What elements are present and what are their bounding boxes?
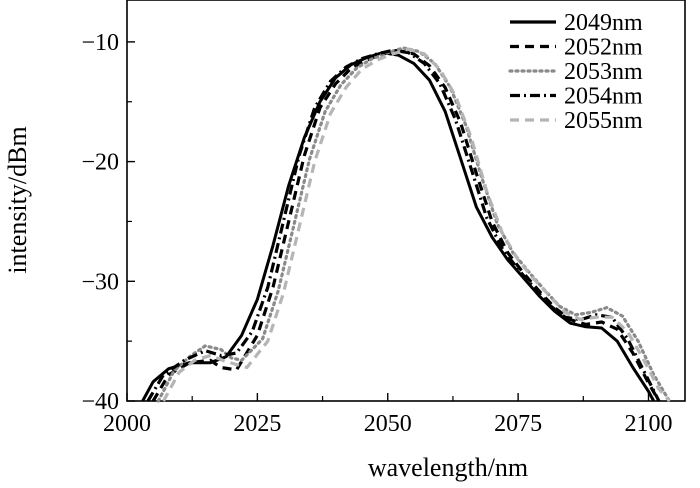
- legend-label-2054nm: 2054nm: [564, 84, 643, 110]
- y-tick-label: −40: [81, 389, 119, 415]
- legend-label-2055nm: 2055nm: [564, 108, 643, 134]
- plot-frame: [126, 0, 686, 402]
- legend-label-2053nm: 2053nm: [564, 59, 643, 85]
- x-tick-label: 2075: [494, 411, 542, 437]
- x-tick-label: 2000: [103, 411, 151, 437]
- legend-label-2049nm: 2049nm: [564, 10, 643, 36]
- x-tick-label: 2025: [233, 411, 281, 437]
- y-axis-label: intensity/dBm: [3, 126, 32, 273]
- x-tick-label: 2100: [624, 411, 672, 437]
- series-line-2052nm: [151, 48, 661, 402]
- y-tick-label: −20: [81, 150, 119, 176]
- legend-label-2052nm: 2052nm: [564, 35, 643, 61]
- y-axis-ticks: −10 −20 −30 −40: [81, 30, 135, 415]
- x-axis-label: wavelength/nm: [368, 453, 528, 482]
- x-tick-label: 2050: [364, 411, 412, 437]
- series-line-2055nm: [162, 47, 671, 403]
- series-line-2054nm: [146, 48, 661, 402]
- series-line-2049nm: [141, 51, 656, 402]
- x-axis-ticks: 2000 2025 2050 2075 2100: [103, 393, 672, 437]
- plot-border: [126, 0, 686, 402]
- series-layer: [141, 46, 671, 403]
- y-tick-label: −30: [81, 269, 119, 295]
- y-tick-label: −10: [81, 30, 119, 56]
